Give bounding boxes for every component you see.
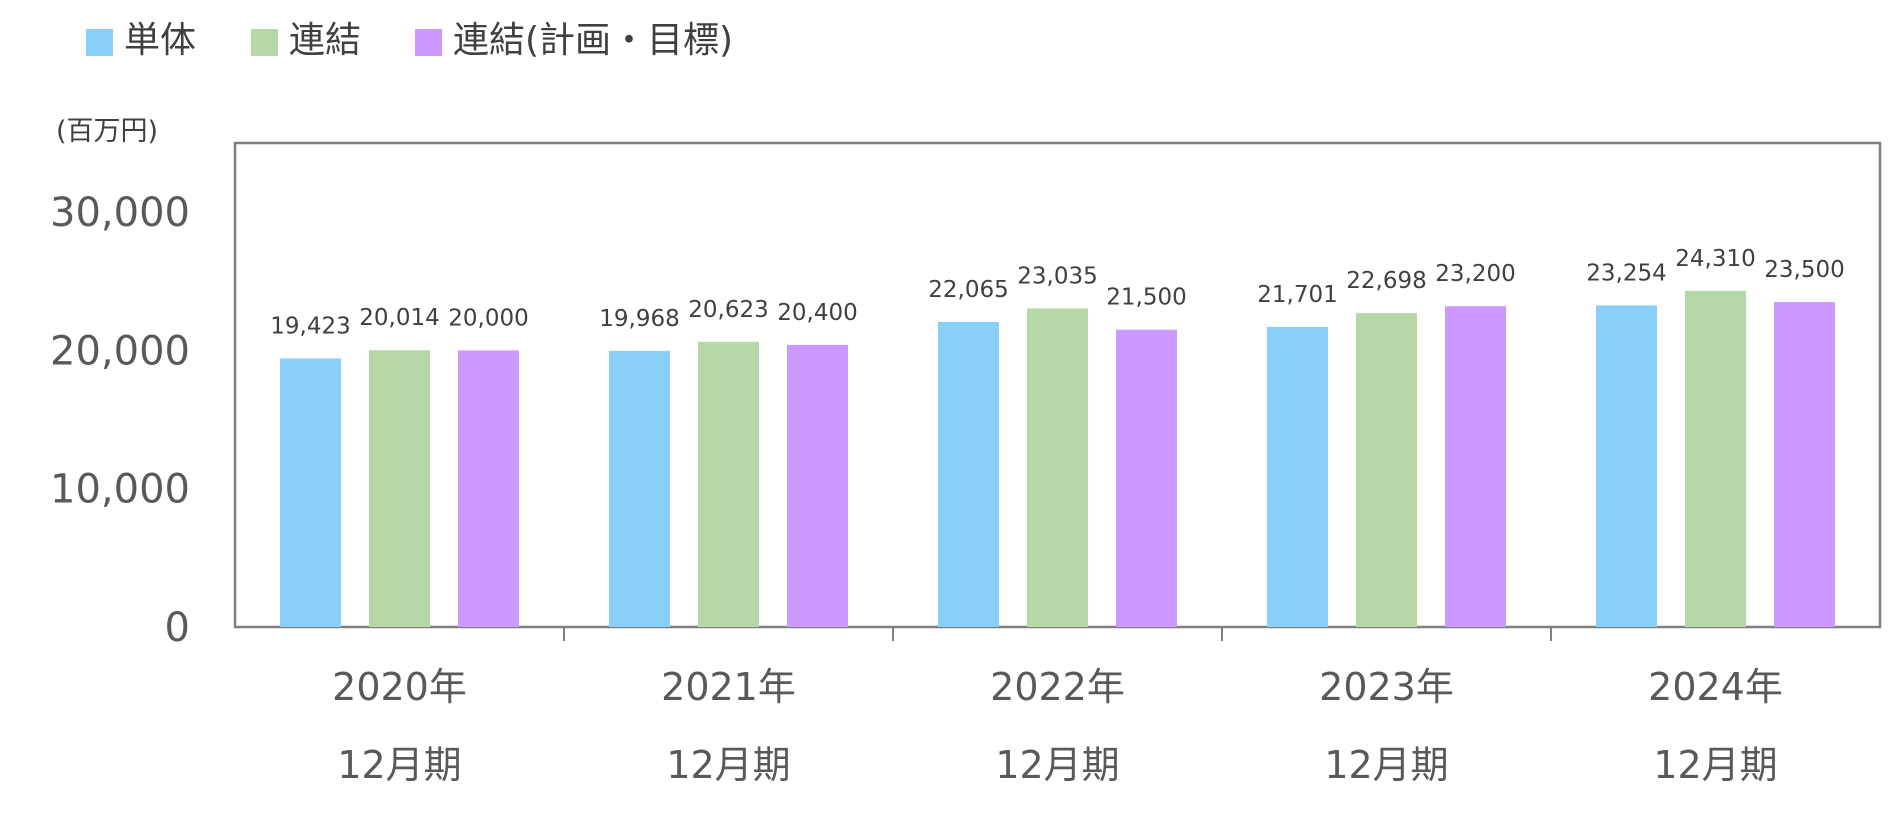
bar-1-0	[369, 350, 430, 627]
x-tick-label: 2024年	[1648, 665, 1783, 709]
x-tick-label: 2023年	[1319, 665, 1454, 709]
y-tick-label: 0	[165, 605, 190, 651]
x-tick-label: 12月期	[995, 743, 1119, 787]
x-tick-label: 12月期	[666, 743, 790, 787]
data-label: 20,000	[448, 305, 528, 331]
data-label: 21,701	[1257, 282, 1337, 308]
data-label: 19,968	[599, 306, 679, 332]
data-label: 20,400	[777, 300, 857, 326]
data-label: 20,014	[359, 305, 439, 331]
bar-1-4	[1685, 290, 1746, 627]
y-tick-label: 20,000	[50, 328, 190, 374]
data-label: 21,500	[1106, 285, 1186, 311]
bar-0-4	[1596, 305, 1657, 627]
legend-label-1: 連結	[289, 20, 361, 61]
x-tick-label: 12月期	[1324, 743, 1448, 787]
bar-2-4	[1774, 302, 1835, 627]
data-label: 23,035	[1017, 263, 1097, 289]
x-tick-label: 2020年	[332, 665, 467, 709]
legend-label-0: 単体	[124, 20, 196, 61]
bar-2-2	[1116, 329, 1177, 627]
bar-2-3	[1445, 306, 1506, 627]
y-tick-label: 10,000	[50, 467, 190, 513]
bar-0-1	[609, 350, 670, 627]
bar-1-3	[1356, 313, 1417, 627]
data-label: 22,065	[928, 277, 1008, 303]
bars	[280, 290, 1835, 627]
data-label: 23,500	[1764, 257, 1844, 283]
legend-swatch-0	[86, 29, 113, 56]
bar-2-0	[458, 350, 519, 627]
data-label: 22,698	[1346, 268, 1426, 294]
data-labels: 19,423 20,014 20,000 19,968 20,623 20,400 22,0…	[270, 246, 1844, 340]
bar-1-2	[1027, 308, 1088, 627]
data-label: 23,200	[1435, 261, 1515, 287]
y-axis-ticks: 0 10,000 20,000 30,000	[50, 190, 190, 651]
x-tick-label: 12月期	[1653, 743, 1777, 787]
x-axis-ticks: 2020年 12月期 2021年 12月期 2022年 12月期 2023年 12月期 2024…	[332, 627, 1783, 787]
x-tick-label: 12月期	[337, 743, 461, 787]
bar-0-2	[938, 321, 999, 627]
data-label: 20,623	[688, 297, 768, 323]
legend-swatch-2	[415, 29, 442, 56]
data-label: 19,423	[270, 313, 350, 339]
bar-0-0	[280, 358, 341, 627]
legend-swatch-1	[251, 29, 278, 56]
y-tick-label: 30,000	[50, 190, 190, 236]
data-label: 23,254	[1586, 260, 1666, 286]
bar-0-3	[1267, 326, 1328, 627]
x-tick-label: 2022年	[990, 665, 1125, 709]
legend: 単体 連結 連結(計画・目標)	[86, 20, 733, 61]
legend-label-2: 連結(計画・目標)	[453, 20, 733, 61]
data-label: 24,310	[1675, 246, 1755, 272]
bar-2-1	[787, 344, 848, 627]
x-tick-label: 2021年	[661, 665, 796, 709]
y-axis-unit-label: (百万円)	[56, 116, 158, 147]
bar-1-1	[698, 341, 759, 627]
